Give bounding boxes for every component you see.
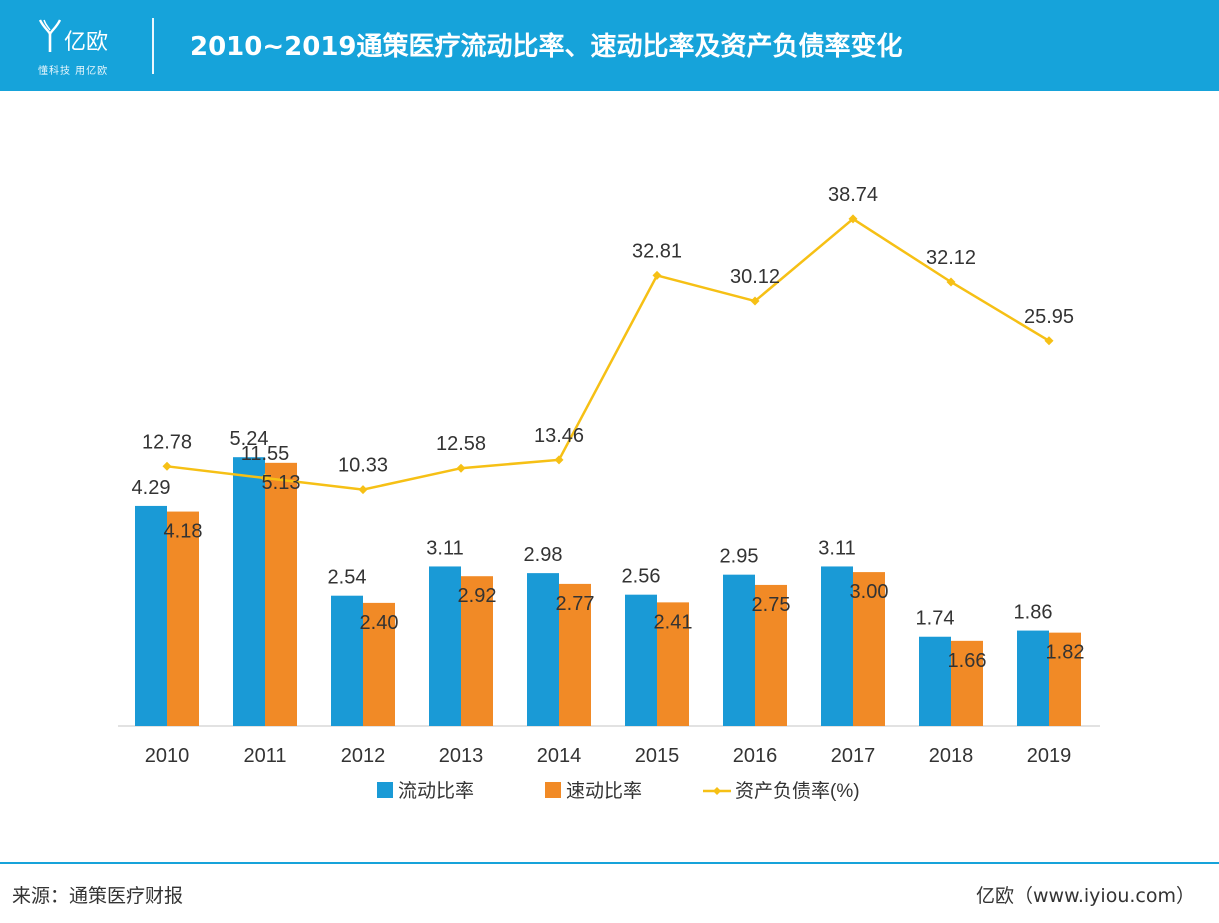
point-debt-ratio-2016 [750,296,760,306]
point-debt-ratio-2018 [946,277,956,287]
bar-current-ratio-2017 [821,566,853,726]
point-debt-ratio-2019 [1044,336,1054,346]
label-quick-ratio-2010: 4.18 [164,521,203,543]
label-quick-ratio-2012: 2.40 [360,612,399,634]
label-quick-ratio-2017: 3.00 [850,581,889,603]
bar-quick-ratio-2013 [461,576,493,726]
label-quick-ratio-2014: 2.77 [556,593,595,615]
bar-current-ratio-2013 [429,566,461,726]
label-current-ratio-2010: 4.29 [132,477,171,499]
bar-quick-ratio-2010 [167,511,199,726]
label-current-ratio-2018: 1.74 [916,608,955,630]
header-bar: 亿欧 懂科技 用亿欧 2010~2019通策医疗流动比率、速动比率及资产负债率变… [0,0,1219,91]
line-debt-ratio [166,217,1050,491]
bar-quick-ratio-2018 [951,640,983,726]
bar-quick-ratio-2015 [657,602,689,726]
label-debt-ratio-2018: 32.12 [926,247,976,269]
point-debt-ratio-2015 [652,270,662,280]
bar-quick-ratio-2016 [755,584,787,726]
label-current-ratio-2011: 5.24 [230,428,269,450]
chart-title: 2010~2019通策医疗流动比率、速动比率及资产负债率变化 [190,32,903,62]
bar-current-ratio-2014 [527,573,559,726]
point-debt-ratio-2017 [848,214,858,224]
bar-quick-ratio-2014 [559,583,591,726]
bar-current-ratio-2019 [1017,630,1049,726]
x-tick-2019: 2019 [1027,745,1072,767]
bar-quick-ratio-2011 [265,462,297,726]
x-tick-2016: 2016 [733,745,778,767]
x-tick-2017: 2017 [831,745,876,767]
label-debt-ratio-2014: 13.46 [534,425,584,447]
x-tick-2018: 2018 [929,745,974,767]
label-debt-ratio-2012: 10.33 [338,455,388,477]
bar-current-ratio-2010 [135,505,167,726]
label-quick-ratio-2018: 1.66 [948,650,987,672]
label-current-ratio-2019: 1.86 [1014,602,1053,624]
bar-quick-ratio-2012 [363,602,395,726]
bar-current-ratio-2018 [919,636,951,726]
bar-current-ratio-2015 [625,594,657,726]
logo-slogan: 懂科技 用亿欧 [38,66,109,77]
point-debt-ratio-2011 [260,473,270,483]
label-current-ratio-2017: 3.11 [818,537,855,559]
bar-current-ratio-2016 [723,574,755,726]
legend-label-current-ratio: 流动比率 [398,780,474,802]
x-tick-2012: 2012 [341,745,386,767]
label-debt-ratio-2017: 38.74 [828,184,878,206]
label-current-ratio-2015: 2.56 [622,566,661,588]
source-note: 来源：通策医疗财报 [12,885,184,907]
label-debt-ratio-2015: 32.81 [632,240,682,262]
point-debt-ratio-2012 [358,485,368,495]
bar-current-ratio-2011 [233,457,265,726]
bar-quick-ratio-2019 [1049,632,1081,726]
label-debt-ratio-2019: 25.95 [1024,306,1074,328]
point-debt-ratio-2013 [456,463,466,473]
point-debt-ratio-2014 [554,455,564,465]
label-debt-ratio-2011: 11.55 [241,443,290,465]
logo[interactable]: 亿欧 懂科技 用亿欧 [30,12,140,78]
x-tick-2011: 2011 [243,745,286,767]
label-quick-ratio-2016: 2.75 [752,594,791,616]
x-tick-2014: 2014 [537,745,582,767]
legend-swatch-current-ratio [377,782,393,798]
point-debt-ratio-2010 [162,461,172,471]
chart-area: 4.29 4.18 12.78 5.24 5.13 11.55 2.54 2.40 10.33 3… [118,184,1100,802]
label-current-ratio-2013: 3.11 [426,537,463,559]
logo-text: 亿欧 [64,30,109,55]
label-current-ratio-2012: 2.54 [328,567,367,589]
bar-quick-ratio-2017 [853,572,885,726]
header-divider [152,18,154,74]
x-tick-2010: 2010 [145,745,190,767]
label-quick-ratio-2019: 1.82 [1046,642,1085,664]
label-current-ratio-2016: 2.95 [720,546,759,568]
label-quick-ratio-2011: 5.13 [262,472,301,494]
x-tick-2015: 2015 [635,745,680,767]
footer-divider [0,862,1219,864]
bar-current-ratio-2012 [331,595,363,726]
legend-marker-debt-ratio [713,787,721,795]
legend-label-quick-ratio: 速动比率 [566,780,642,802]
label-debt-ratio-2010: 12.78 [142,431,192,453]
x-tick-2013: 2013 [439,745,484,767]
label-current-ratio-2014: 2.98 [524,544,563,566]
label-quick-ratio-2013: 2.92 [458,585,497,607]
legend-swatch-quick-ratio [545,782,561,798]
legend-label-debt-ratio: 资产负债率(%) [735,780,860,802]
logo-y-icon [38,19,62,52]
credit-note: 亿欧（www.iyiou.com） [975,885,1195,907]
label-debt-ratio-2013: 12.58 [436,433,486,455]
label-debt-ratio-2016: 30.12 [730,266,780,288]
label-quick-ratio-2015: 2.41 [654,611,693,633]
